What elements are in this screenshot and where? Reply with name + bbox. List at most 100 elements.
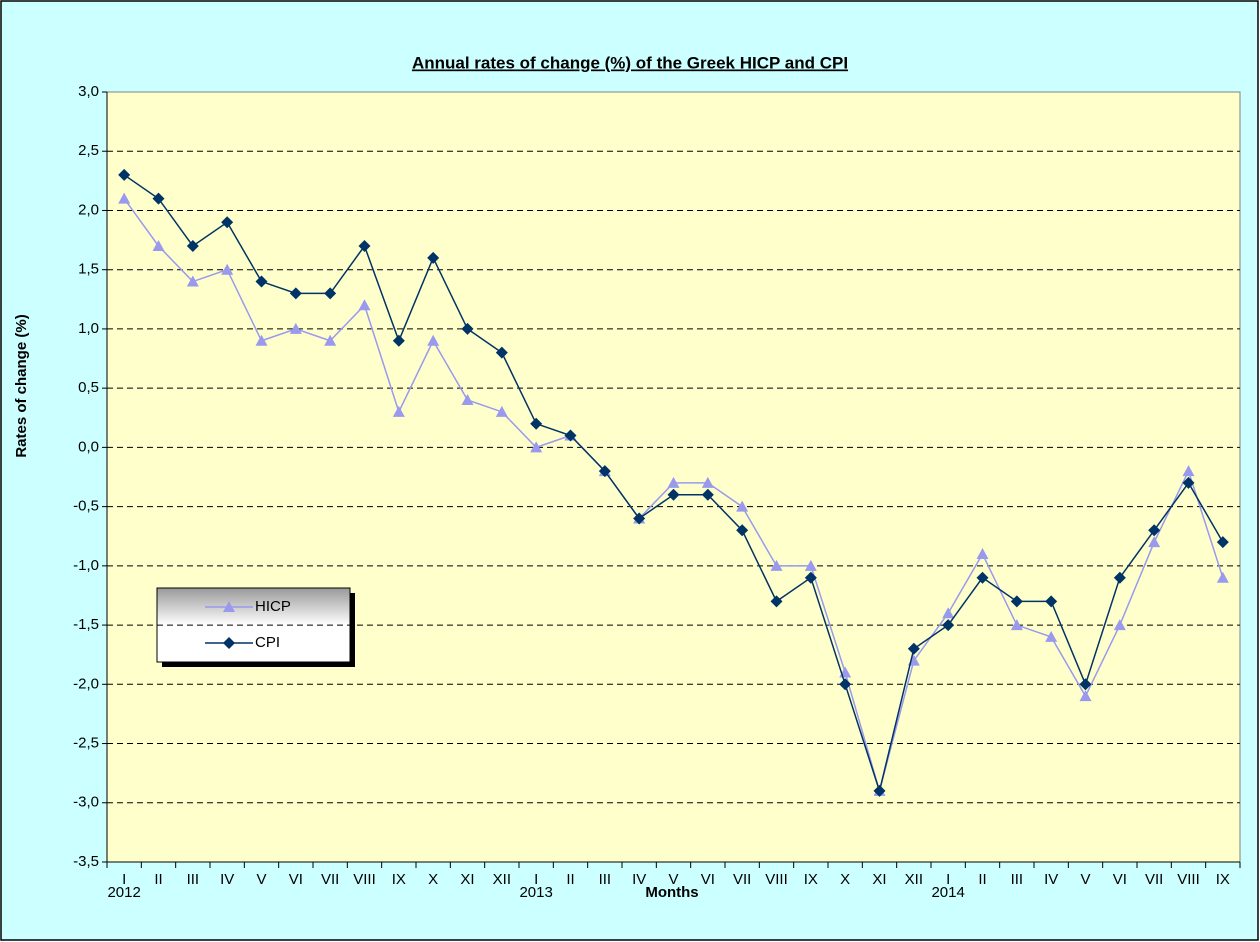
x-axis-label: Months xyxy=(645,884,698,901)
point xyxy=(392,334,405,347)
point xyxy=(701,476,714,488)
point xyxy=(770,595,783,608)
point xyxy=(1045,595,1058,608)
x-tick-label: II xyxy=(566,871,574,888)
point xyxy=(358,240,371,252)
x-tick-label: VI xyxy=(289,871,303,888)
point xyxy=(289,287,302,300)
year-label: 2012 xyxy=(107,884,140,901)
point xyxy=(1079,678,1092,691)
x-tick-label: X xyxy=(428,871,438,888)
point xyxy=(152,192,165,205)
y-tick-label: -1,5 xyxy=(73,616,99,633)
point xyxy=(324,334,337,346)
point xyxy=(255,334,268,346)
y-tick-label: -1,0 xyxy=(73,557,99,574)
point xyxy=(358,299,371,311)
point xyxy=(564,429,577,442)
point xyxy=(461,322,474,335)
y-tick-label: -2,0 xyxy=(73,675,99,692)
x-tick-label: VII xyxy=(1145,871,1163,888)
point xyxy=(736,500,749,512)
point xyxy=(186,275,199,287)
point xyxy=(495,346,508,359)
y-tick-label: 2,0 xyxy=(78,201,99,218)
x-tick-label: III xyxy=(599,871,612,888)
point xyxy=(1216,571,1229,583)
x-tick-label: II xyxy=(978,871,986,888)
x-tick-label: X xyxy=(840,871,850,888)
point xyxy=(221,216,234,229)
y-tick-label: 0,5 xyxy=(78,379,99,396)
point xyxy=(530,417,543,430)
point xyxy=(118,168,131,181)
legend: HICP CPI xyxy=(156,587,355,667)
x-tick-label: IV xyxy=(632,871,646,888)
x-tick-label: VII xyxy=(733,871,751,888)
point xyxy=(1216,536,1229,549)
y-tick-label: 1,0 xyxy=(78,320,99,337)
x-tick-label: II xyxy=(154,871,162,888)
point xyxy=(667,476,680,488)
x-tick-label: XI xyxy=(872,871,886,888)
point xyxy=(186,240,199,252)
x-tick-label: IX xyxy=(392,871,406,888)
point xyxy=(461,394,474,405)
legend-label: CPI xyxy=(255,634,280,651)
x-tick-label: V xyxy=(668,871,678,888)
x-tick-label: VIII xyxy=(353,871,376,888)
y-axis-label: Rates of change (%) xyxy=(13,314,30,457)
point xyxy=(942,619,955,632)
x-tick-label: IX xyxy=(1216,871,1230,888)
y-tick-label: 1,5 xyxy=(78,261,99,278)
x-tick-label: III xyxy=(1011,871,1024,888)
x-tick-label: XII xyxy=(493,871,511,888)
x-tick-label: VIII xyxy=(765,871,788,888)
y-tick-label: 2,5 xyxy=(78,142,99,159)
point xyxy=(392,405,405,417)
point xyxy=(1010,595,1023,608)
point xyxy=(976,548,989,559)
x-tick-label: I xyxy=(534,871,538,888)
y-tick-label: -3,0 xyxy=(73,794,99,811)
x-tick-label: I xyxy=(122,871,126,888)
x-tick-label: IV xyxy=(1044,871,1058,888)
point xyxy=(1148,524,1161,537)
point xyxy=(1045,630,1058,642)
point xyxy=(839,678,852,691)
point xyxy=(1010,619,1023,631)
point xyxy=(427,334,440,346)
x-tick-label: IV xyxy=(220,871,234,888)
point xyxy=(324,287,337,300)
x-tick-label: VI xyxy=(701,871,715,888)
point xyxy=(255,275,268,288)
x-tick-label: IX xyxy=(804,871,818,888)
point xyxy=(495,405,508,417)
y-tick-label: -0,5 xyxy=(73,498,99,515)
x-tick-label: VIII xyxy=(1177,871,1200,888)
point xyxy=(736,524,749,537)
chart-title: Annual rates of change (%) of the Greek … xyxy=(412,53,848,72)
year-label: 2013 xyxy=(519,884,552,901)
x-tick-label: VII xyxy=(321,871,339,888)
point xyxy=(221,263,234,275)
point xyxy=(633,512,646,525)
x-tick-label: I xyxy=(946,871,950,888)
legend-marker xyxy=(223,601,235,612)
point xyxy=(1148,536,1161,548)
point xyxy=(804,571,817,584)
point xyxy=(667,488,680,501)
year-label: 2014 xyxy=(931,884,964,901)
point xyxy=(907,642,920,655)
point xyxy=(1182,476,1195,489)
point xyxy=(289,322,302,334)
x-tick-label: V xyxy=(1080,871,1090,888)
point xyxy=(701,488,714,501)
point xyxy=(1113,571,1126,584)
point xyxy=(530,441,543,453)
y-tick-label: 0,0 xyxy=(78,438,99,455)
point xyxy=(427,251,440,264)
y-tick-label: -2,5 xyxy=(73,735,99,752)
point xyxy=(152,240,165,251)
